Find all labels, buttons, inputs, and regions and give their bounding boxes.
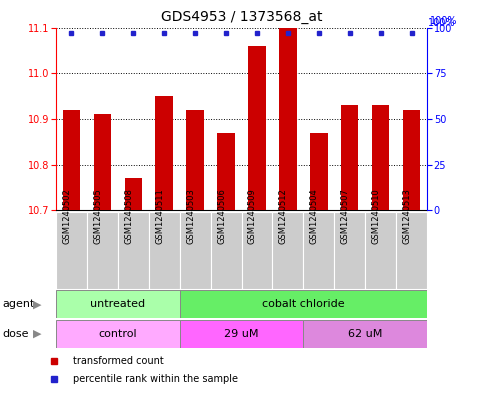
Bar (217, 132, 235, 210)
Bar (56, 290, 180, 318)
Bar (156, 96, 172, 210)
Text: GSM1240508: GSM1240508 (124, 188, 133, 244)
Text: GSM1240506: GSM1240506 (217, 188, 226, 244)
Bar (372, 105, 389, 210)
Text: dose: dose (2, 329, 29, 339)
Text: GSM1240512: GSM1240512 (279, 188, 288, 244)
Bar (366, 212, 397, 289)
Bar (94, 114, 111, 210)
Bar (180, 290, 427, 318)
Text: ▶: ▶ (33, 299, 42, 309)
Bar (248, 46, 266, 210)
Bar (211, 212, 242, 289)
Bar (303, 320, 427, 348)
Bar (56, 212, 86, 289)
Text: GSM1240503: GSM1240503 (186, 188, 195, 244)
Text: GSM1240502: GSM1240502 (62, 188, 71, 244)
Text: GSM1240513: GSM1240513 (403, 188, 412, 244)
Text: 62 uM: 62 uM (348, 329, 383, 339)
Bar (149, 212, 180, 289)
Text: untreated: untreated (90, 299, 145, 309)
Text: 100%: 100% (430, 16, 457, 26)
Text: agent: agent (2, 299, 35, 309)
Text: GSM1240511: GSM1240511 (155, 188, 164, 244)
Text: GSM1240505: GSM1240505 (93, 188, 102, 244)
Text: transformed count: transformed count (72, 356, 163, 366)
Bar (125, 178, 142, 210)
Bar (86, 212, 117, 289)
Bar (334, 212, 366, 289)
Bar (62, 110, 80, 210)
Bar (303, 212, 334, 289)
Text: 100%: 100% (427, 18, 455, 28)
Bar (56, 320, 180, 348)
Title: GDS4953 / 1373568_at: GDS4953 / 1373568_at (161, 10, 322, 24)
Bar (341, 105, 358, 210)
Bar (272, 212, 303, 289)
Bar (280, 23, 297, 210)
Text: 29 uM: 29 uM (224, 329, 259, 339)
Bar (242, 212, 272, 289)
Text: ▶: ▶ (33, 329, 42, 339)
Text: GSM1240509: GSM1240509 (248, 188, 257, 244)
Bar (397, 212, 427, 289)
Text: GSM1240504: GSM1240504 (310, 188, 319, 244)
Text: cobalt chloride: cobalt chloride (262, 299, 345, 309)
Bar (311, 132, 327, 210)
Bar (180, 320, 303, 348)
Bar (117, 212, 149, 289)
Text: GSM1240507: GSM1240507 (341, 188, 350, 244)
Bar (403, 110, 421, 210)
Text: control: control (98, 329, 137, 339)
Text: percentile rank within the sample: percentile rank within the sample (72, 374, 238, 384)
Text: GSM1240510: GSM1240510 (372, 188, 381, 244)
Bar (180, 212, 211, 289)
Bar (186, 110, 203, 210)
